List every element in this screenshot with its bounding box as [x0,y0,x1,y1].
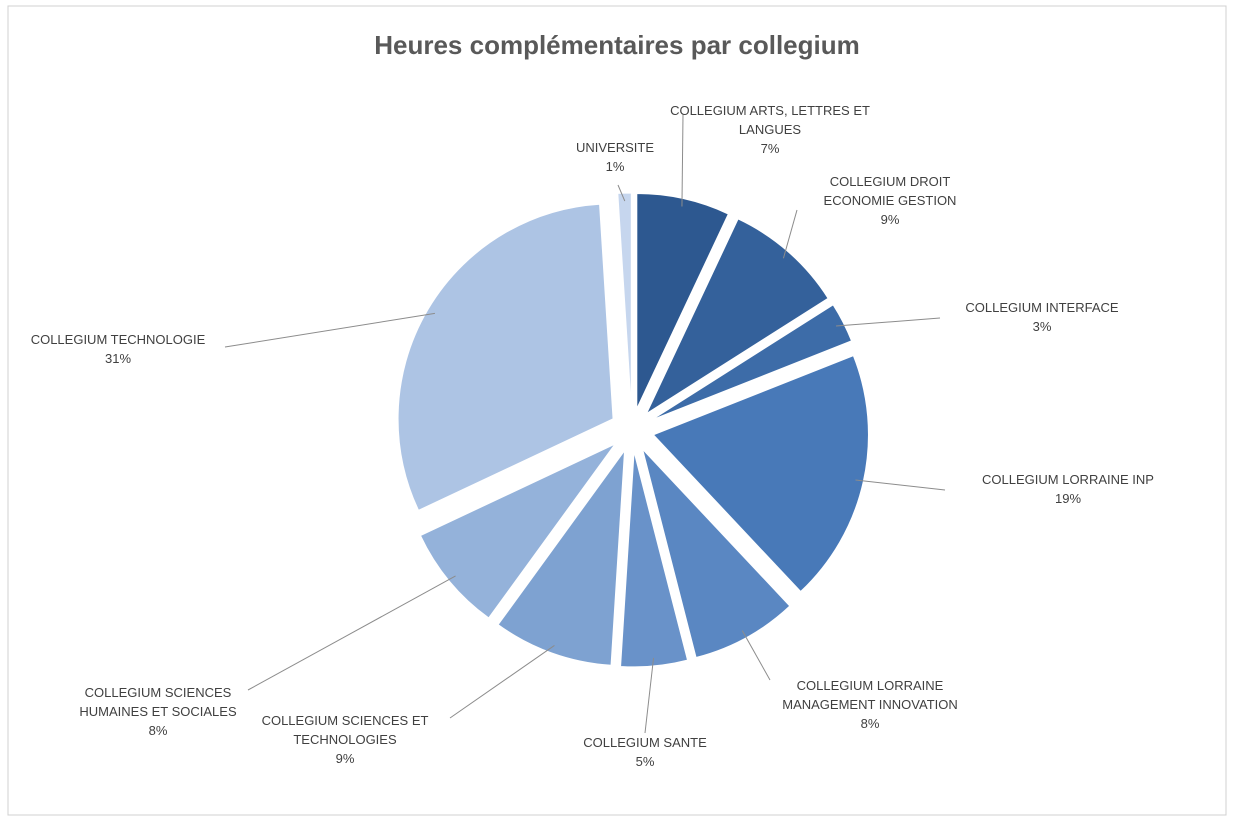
slice-percent: 8% [148,723,168,738]
slice-name: COLLEGIUM DROIT ECONOMIE GESTION [823,174,957,208]
pie-slice [651,304,853,421]
slice-label: COLLEGIUM LORRAINE MANAGEMENT INNOVATION… [755,676,985,733]
slice-label: COLLEGIUM DROIT ECONOMIE GESTION 9% [800,172,980,229]
slice-label: UNIVERSITE 1% [560,138,670,176]
slice-label: COLLEGIUM TECHNOLOGIE 31% [8,330,228,368]
leader-line [782,209,798,259]
slice-percent: 19% [1054,491,1082,506]
chart-frame [7,5,1227,816]
slice-percent: 8% [860,716,880,731]
leader-line [836,317,941,327]
leader-line [855,479,946,491]
pie-slice [620,451,689,668]
slice-label: COLLEGIUM SCIENCES HUMAINES ET SOCIALES 8… [58,683,258,740]
leader-line [247,575,456,691]
slice-percent: 3% [1032,319,1052,334]
slice-name: COLLEGIUM LORRAINE INP [982,472,1154,487]
pie-slice [397,203,614,512]
slice-name: COLLEGIUM LORRAINE MANAGEMENT INNOVATION [782,678,958,712]
slice-percent: 31% [104,351,132,366]
leader-line [224,312,435,348]
pie-slice [419,443,616,619]
slice-percent: 1% [605,159,625,174]
slice-label: COLLEGIUM LORRAINE INP 19% [948,470,1188,508]
pie-slice [652,355,869,593]
pie-slice [636,193,730,409]
leader-line [644,657,655,734]
slice-percent: 7% [760,141,780,156]
slice-label: COLLEGIUM SCIENCES ET TECHNOLOGIES 9% [235,711,455,768]
slice-name: UNIVERSITE [575,140,654,155]
slice-name: COLLEGIUM SCIENCES HUMAINES ET SOCIALES [79,685,237,719]
slice-percent: 5% [635,754,655,769]
slice-percent: 9% [880,212,900,227]
slice-label: COLLEGIUM ARTS, LETTRES ET LANGUES 7% [670,101,870,158]
leader-line [617,184,626,202]
leader-line [681,114,684,207]
slice-label: COLLEGIUM INTERFACE 3% [942,298,1142,336]
slice-name: COLLEGIUM SCIENCES ET TECHNOLOGIES [261,713,429,747]
slice-name: COLLEGIUM TECHNOLOGIE [30,332,206,347]
leader-line [741,630,771,681]
slice-name: COLLEGIUM ARTS, LETTRES ET LANGUES [670,103,870,137]
chart-title: Heures complémentaires par collegium [374,30,860,60]
pie-slice [645,218,829,415]
slice-label: COLLEGIUM SANTE 5% [565,733,725,771]
pie-slice [497,449,626,666]
slice-name: COLLEGIUM INTERFACE [965,300,1119,315]
slice-name: COLLEGIUM SANTE [583,735,707,750]
pie-slice [617,192,632,409]
leader-line [449,645,555,719]
slice-percent: 9% [335,751,355,766]
